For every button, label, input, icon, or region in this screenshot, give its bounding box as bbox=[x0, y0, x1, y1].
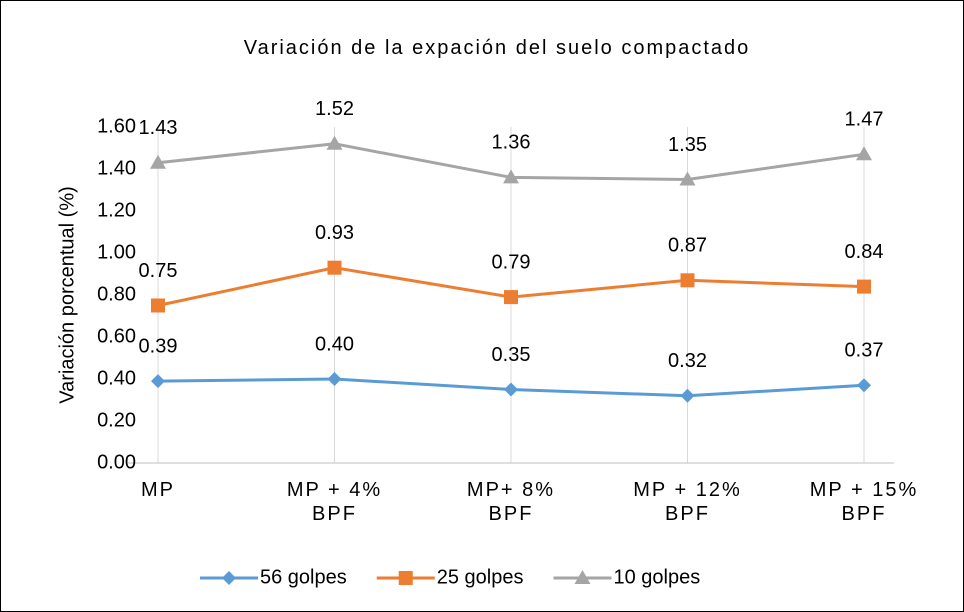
marker bbox=[680, 273, 695, 288]
data-label: 1.43 bbox=[139, 117, 178, 139]
data-label: 0.93 bbox=[315, 222, 354, 244]
marker bbox=[151, 374, 165, 389]
y-tick-label: 1.20 bbox=[97, 199, 136, 221]
x-tick-label: MP+ 8% BPF bbox=[466, 479, 556, 525]
marker bbox=[503, 169, 519, 184]
marker bbox=[680, 388, 695, 403]
data-label: 1.35 bbox=[668, 134, 707, 156]
marker bbox=[504, 290, 518, 305]
data-label: 0.37 bbox=[845, 340, 884, 362]
y-tick-label: 0.60 bbox=[97, 325, 136, 347]
marker bbox=[327, 372, 342, 386]
y-axis-label: Variación porcentual (%) bbox=[56, 186, 78, 404]
marker bbox=[151, 298, 165, 313]
data-label: 1.52 bbox=[315, 98, 354, 120]
x-tick-label: MP + 15% BPF bbox=[809, 479, 919, 525]
marker bbox=[327, 260, 342, 275]
y-tick-label: 0.40 bbox=[97, 367, 136, 389]
legend-marker bbox=[574, 570, 591, 584]
y-tick-label: 1.00 bbox=[97, 241, 136, 263]
data-label: 0.79 bbox=[492, 251, 531, 273]
data-label: 1.36 bbox=[492, 132, 531, 154]
legend-label: 56 golpes bbox=[260, 566, 347, 588]
data-label: 0.35 bbox=[492, 344, 531, 366]
y-tick-label: 0.80 bbox=[97, 283, 136, 305]
marker bbox=[856, 146, 872, 161]
marker bbox=[504, 382, 518, 397]
legend-label: 10 golpes bbox=[614, 566, 701, 588]
y-tick-label: 0.00 bbox=[97, 451, 136, 473]
legend-marker bbox=[222, 571, 236, 585]
x-tick-label: MP bbox=[141, 479, 175, 501]
marker bbox=[150, 154, 166, 169]
data-label: 0.39 bbox=[139, 335, 178, 357]
data-label: 0.84 bbox=[845, 241, 884, 263]
y-tick-label: 1.60 bbox=[97, 115, 136, 137]
marker bbox=[857, 378, 871, 393]
legend-marker bbox=[398, 571, 413, 585]
y-tick-label: 0.20 bbox=[97, 409, 136, 431]
chart-title: Variación de la expación del suelo compa… bbox=[243, 37, 751, 59]
data-label: 0.32 bbox=[668, 350, 707, 372]
x-tick-label: MP + 4% BPF bbox=[286, 479, 383, 525]
data-label: 1.47 bbox=[845, 109, 884, 131]
data-label: 0.87 bbox=[668, 235, 707, 257]
marker bbox=[857, 279, 871, 294]
marker bbox=[326, 135, 343, 150]
data-label: 0.75 bbox=[139, 260, 178, 282]
marker bbox=[679, 171, 696, 186]
data-label: 0.40 bbox=[315, 333, 354, 355]
legend-label: 25 golpes bbox=[437, 566, 524, 588]
x-tick-label: MP + 12% BPF bbox=[633, 479, 742, 525]
y-tick-label: 1.40 bbox=[97, 157, 136, 179]
